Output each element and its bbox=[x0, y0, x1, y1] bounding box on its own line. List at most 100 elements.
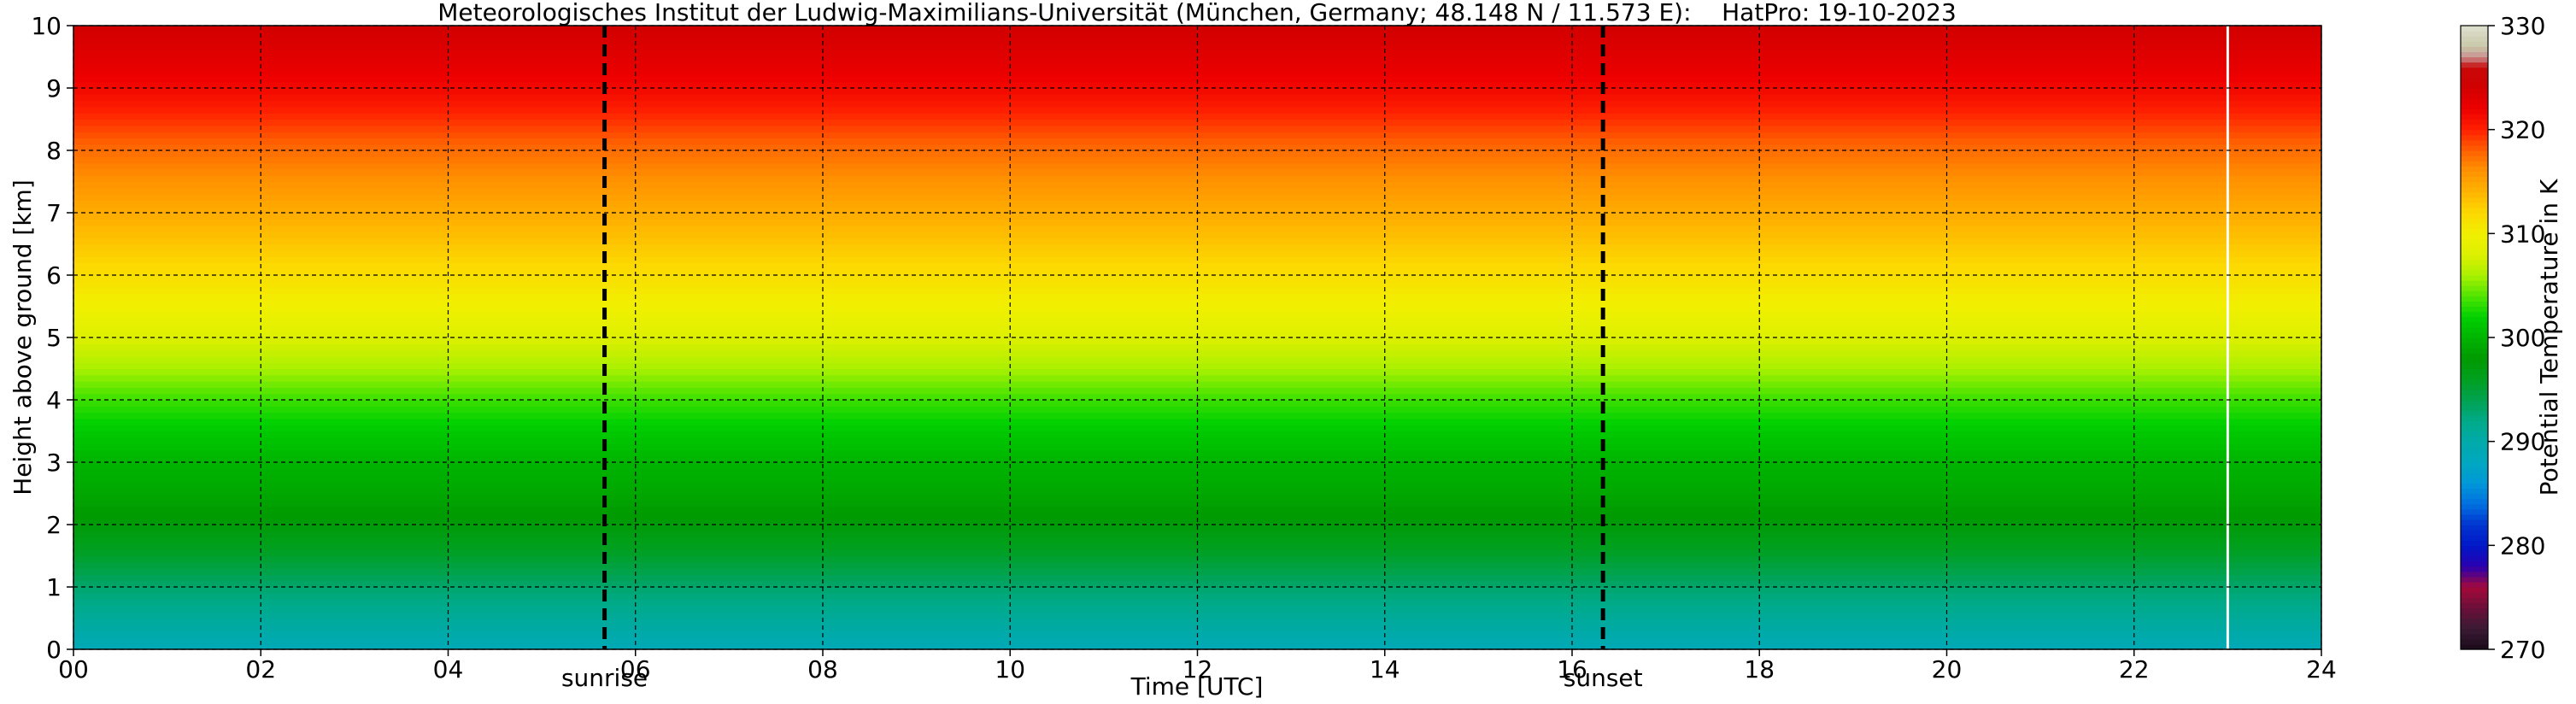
colorbar-segment bbox=[2461, 301, 2488, 308]
heatmap-band bbox=[73, 374, 2321, 382]
heatmap-band bbox=[73, 206, 2321, 214]
colorbar-tick-label: 300 bbox=[2500, 324, 2545, 352]
colorbar-segment bbox=[2461, 550, 2488, 557]
colorbar-segment bbox=[2461, 306, 2488, 313]
colorbar-segment bbox=[2461, 566, 2488, 572]
heatmap-band bbox=[73, 343, 2321, 351]
colorbar-segment bbox=[2461, 290, 2488, 296]
colorbar-segment bbox=[2461, 597, 2488, 603]
heatmap-band bbox=[73, 637, 2321, 644]
heatmap-band bbox=[73, 175, 2321, 183]
heatmap-band bbox=[73, 219, 2321, 226]
y-tick-label: 2 bbox=[46, 511, 62, 539]
colorbar-segment bbox=[2461, 331, 2488, 338]
colorbar-segment bbox=[2461, 456, 2488, 463]
x-tick-label: 10 bbox=[995, 655, 1025, 683]
colorbar-segment bbox=[2461, 638, 2488, 645]
x-tick-label: 02 bbox=[245, 655, 276, 683]
y-tick-label: 5 bbox=[46, 324, 62, 352]
colorbar-segment bbox=[2461, 191, 2488, 198]
colorbar-segment bbox=[2461, 223, 2488, 229]
colorbar-segment bbox=[2461, 233, 2488, 240]
colorbar-tick-label: 270 bbox=[2500, 636, 2545, 664]
heatmap-band bbox=[73, 319, 2321, 326]
colorbar-segment bbox=[2461, 77, 2488, 84]
colorbar-segment bbox=[2461, 144, 2488, 151]
y-tick-label: 3 bbox=[46, 449, 62, 477]
colorbar-segment bbox=[2461, 467, 2488, 473]
colorbar-segment bbox=[2461, 555, 2488, 562]
colorbar-segment bbox=[2461, 420, 2488, 427]
colorbar-segment bbox=[2461, 441, 2488, 448]
heatmap-band bbox=[73, 281, 2321, 289]
colorbar-segment bbox=[2461, 46, 2488, 53]
colorbar-segment bbox=[2461, 207, 2488, 214]
colorbar-segment bbox=[2461, 613, 2488, 619]
x-tick-label: 20 bbox=[1932, 655, 1963, 683]
x-axis: 00 02 04 06 08 10 12 14 16 18 20 22 24 bbox=[58, 649, 2337, 683]
x-axis-label: Time [UTC] bbox=[1130, 672, 1264, 701]
heatmap-band bbox=[73, 213, 2321, 220]
colorbar-segment bbox=[2461, 62, 2488, 68]
colorbar-segment bbox=[2461, 56, 2488, 63]
heatmap-band bbox=[73, 480, 2321, 488]
colorbar-segment bbox=[2461, 321, 2488, 328]
heatmap-band bbox=[73, 412, 2321, 419]
sun-marks bbox=[602, 26, 1605, 649]
chart-title: Meteorologisches Institut der Ludwig-Max… bbox=[437, 0, 1957, 26]
colorbar-segment bbox=[2461, 218, 2488, 224]
colorbar-tick-label: 310 bbox=[2500, 220, 2545, 248]
colorbar-segment bbox=[2461, 41, 2488, 47]
heatmap-band bbox=[73, 144, 2321, 151]
heatmap-band bbox=[73, 506, 2321, 513]
colorbar-segment bbox=[2461, 166, 2488, 172]
colorbar-segment bbox=[2461, 269, 2488, 276]
x-tick-label: 18 bbox=[1744, 655, 1775, 683]
colorbar-segment bbox=[2461, 410, 2488, 416]
colorbar-segment bbox=[2461, 503, 2488, 510]
heatmap-band bbox=[73, 474, 2321, 482]
colorbar-segment bbox=[2461, 431, 2488, 437]
y-tick-label: 4 bbox=[46, 386, 62, 414]
colorbar-segment bbox=[2461, 389, 2488, 396]
colorbar-segment bbox=[2461, 592, 2488, 598]
colorbar-segment bbox=[2461, 93, 2488, 99]
colorbar-segment bbox=[2461, 326, 2488, 333]
colorbar-segment bbox=[2461, 202, 2488, 208]
colorbar-segment bbox=[2461, 119, 2488, 126]
heatmap-band bbox=[73, 406, 2321, 414]
colorbar-segment bbox=[2461, 254, 2488, 261]
colorbar-segment bbox=[2461, 571, 2488, 578]
colorbar-segment bbox=[2461, 508, 2488, 515]
colorbar-segment bbox=[2461, 311, 2488, 318]
heatmap-band bbox=[73, 181, 2321, 189]
colorbar-segment bbox=[2461, 415, 2488, 421]
colorbar-segment bbox=[2461, 150, 2488, 156]
colorbar-segment bbox=[2461, 425, 2488, 432]
colorbar-segment bbox=[2461, 498, 2488, 505]
colorbar-segment bbox=[2461, 560, 2488, 567]
colorbar-segment bbox=[2461, 540, 2488, 546]
heatmap-band bbox=[73, 81, 2321, 89]
colorbar-segment bbox=[2461, 31, 2488, 37]
colorbar-segment bbox=[2461, 264, 2488, 271]
colorbar-segment bbox=[2461, 197, 2488, 203]
colorbar-segment bbox=[2461, 348, 2488, 354]
heatmap-band bbox=[73, 381, 2321, 388]
colorbar-label: Potential Temperature in K bbox=[2535, 179, 2563, 496]
colorbar-segment bbox=[2461, 576, 2488, 583]
heatmap-band bbox=[73, 543, 2321, 550]
colorbar-segment bbox=[2461, 373, 2488, 380]
colorbar-tick-label: 280 bbox=[2500, 531, 2545, 560]
x-tick-label: 24 bbox=[2306, 655, 2337, 683]
colorbar-segment bbox=[2461, 405, 2488, 411]
colorbar-segment bbox=[2461, 394, 2488, 401]
colorbar-tick-label: 290 bbox=[2500, 428, 2545, 456]
colorbar-segment bbox=[2461, 436, 2488, 443]
colorbar-segment bbox=[2461, 400, 2488, 406]
colorbar-segment bbox=[2461, 213, 2488, 219]
colorbar-segment bbox=[2461, 176, 2488, 183]
heatmap-band bbox=[73, 243, 2321, 251]
colorbar-segment bbox=[2461, 633, 2488, 640]
heatmap-band bbox=[73, 106, 2321, 114]
